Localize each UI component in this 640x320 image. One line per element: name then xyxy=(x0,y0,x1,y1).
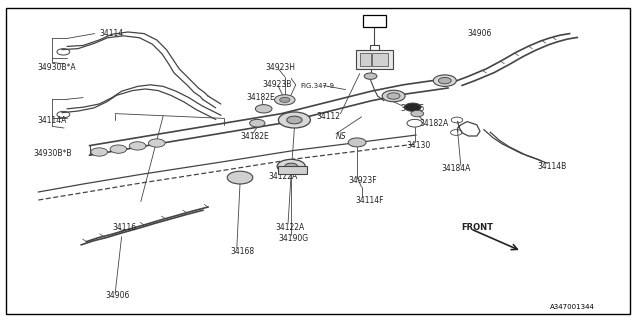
Circle shape xyxy=(277,159,305,173)
Text: 34906: 34906 xyxy=(467,29,492,38)
Circle shape xyxy=(382,90,405,102)
Text: 34114A: 34114A xyxy=(37,116,67,124)
Circle shape xyxy=(275,95,295,105)
Circle shape xyxy=(129,142,146,150)
Bar xyxy=(278,166,307,174)
Circle shape xyxy=(411,110,424,117)
Text: 34923B: 34923B xyxy=(262,80,292,89)
Bar xyxy=(363,15,386,27)
Circle shape xyxy=(255,105,272,113)
Circle shape xyxy=(280,97,290,102)
Text: 34122A: 34122A xyxy=(269,172,298,180)
Circle shape xyxy=(285,163,298,170)
Text: A: A xyxy=(371,16,378,25)
Text: 34122A: 34122A xyxy=(275,223,305,232)
Circle shape xyxy=(348,138,366,147)
Text: 34168: 34168 xyxy=(230,247,255,256)
Text: 34905: 34905 xyxy=(400,104,424,113)
Text: 34923H: 34923H xyxy=(266,63,296,72)
Text: 34182E: 34182E xyxy=(246,93,275,102)
Text: 34930B*A: 34930B*A xyxy=(37,63,76,72)
Circle shape xyxy=(287,116,302,124)
Text: 34930B*B: 34930B*B xyxy=(33,149,72,158)
Circle shape xyxy=(387,93,400,99)
Bar xyxy=(360,53,371,66)
Circle shape xyxy=(433,75,456,86)
Text: 34114: 34114 xyxy=(99,29,124,38)
Circle shape xyxy=(438,77,451,84)
Circle shape xyxy=(278,112,310,128)
Text: 34130: 34130 xyxy=(406,141,431,150)
Circle shape xyxy=(250,119,265,127)
Circle shape xyxy=(91,148,108,156)
Circle shape xyxy=(148,139,165,147)
Text: 34923F: 34923F xyxy=(349,176,378,185)
Text: 34182A: 34182A xyxy=(419,119,449,128)
Bar xyxy=(356,50,393,69)
Text: FIG.347-9: FIG.347-9 xyxy=(301,84,335,89)
Circle shape xyxy=(227,171,253,184)
Text: A347001344: A347001344 xyxy=(550,304,595,310)
Text: NS: NS xyxy=(336,132,347,140)
Bar xyxy=(372,53,388,66)
Text: 34182E: 34182E xyxy=(240,132,269,140)
Text: 34190G: 34190G xyxy=(278,234,308,243)
Text: 34184A: 34184A xyxy=(442,164,471,172)
Text: 34114B: 34114B xyxy=(538,162,567,171)
Circle shape xyxy=(110,145,127,153)
Text: FRONT: FRONT xyxy=(461,223,493,232)
Text: 34906: 34906 xyxy=(106,292,130,300)
Circle shape xyxy=(364,73,377,79)
Text: 34114F: 34114F xyxy=(355,196,384,204)
Text: 34116: 34116 xyxy=(112,223,136,232)
Circle shape xyxy=(404,103,421,111)
Text: 34112: 34112 xyxy=(317,112,341,121)
